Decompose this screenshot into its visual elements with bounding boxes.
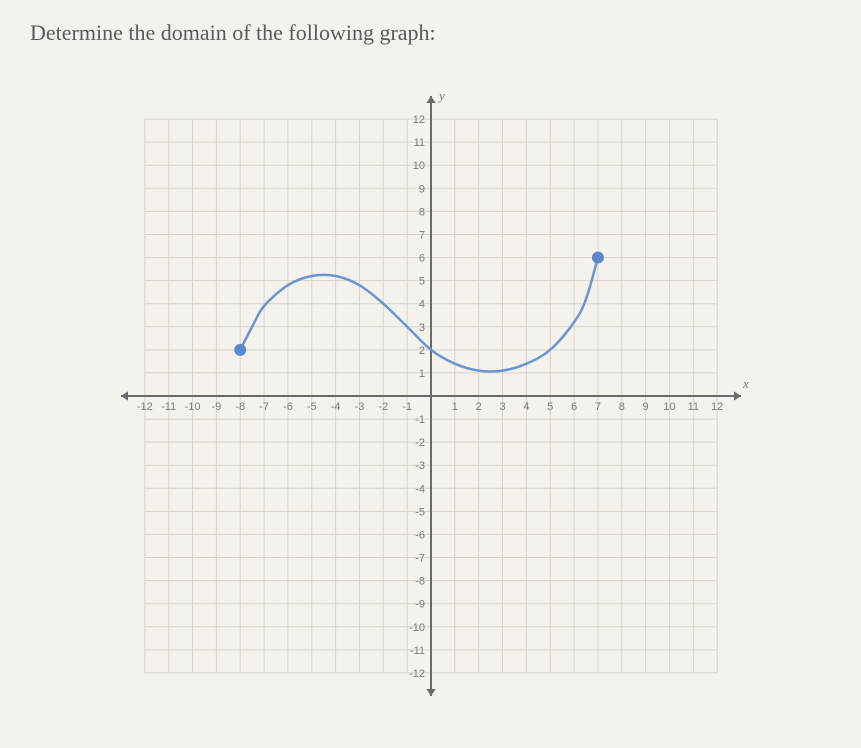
svg-text:1: 1 bbox=[451, 401, 457, 413]
svg-text:9: 9 bbox=[418, 183, 424, 195]
svg-text:6: 6 bbox=[418, 253, 424, 265]
svg-text:12: 12 bbox=[412, 114, 424, 126]
svg-text:12: 12 bbox=[711, 401, 723, 413]
chart-container: -12-11-10-9-8-7-6-5-4-3-2-11234567891011… bbox=[30, 76, 831, 716]
svg-text:-9: -9 bbox=[211, 401, 221, 413]
question-prompt: Determine the domain of the following gr… bbox=[30, 20, 831, 46]
svg-text:-6: -6 bbox=[415, 529, 425, 541]
svg-text:-4: -4 bbox=[330, 401, 340, 413]
svg-text:9: 9 bbox=[642, 401, 648, 413]
svg-text:10: 10 bbox=[663, 401, 675, 413]
svg-text:-3: -3 bbox=[415, 460, 425, 472]
svg-text:3: 3 bbox=[499, 401, 505, 413]
svg-text:-9: -9 bbox=[415, 599, 425, 611]
svg-text:10: 10 bbox=[412, 160, 424, 172]
svg-text:1: 1 bbox=[418, 368, 424, 380]
svg-text:4: 4 bbox=[523, 401, 529, 413]
svg-text:-12: -12 bbox=[409, 668, 425, 680]
svg-text:7: 7 bbox=[418, 229, 424, 241]
svg-text:7: 7 bbox=[594, 401, 600, 413]
svg-text:y: y bbox=[437, 88, 445, 103]
svg-text:-1: -1 bbox=[402, 401, 412, 413]
svg-text:-10: -10 bbox=[184, 401, 200, 413]
svg-text:-8: -8 bbox=[415, 576, 425, 588]
svg-text:-5: -5 bbox=[306, 401, 316, 413]
svg-text:-12: -12 bbox=[136, 401, 152, 413]
svg-text:8: 8 bbox=[418, 206, 424, 218]
svg-text:-7: -7 bbox=[415, 553, 425, 565]
svg-text:-11: -11 bbox=[409, 645, 424, 657]
svg-text:5: 5 bbox=[547, 401, 553, 413]
svg-text:-3: -3 bbox=[354, 401, 364, 413]
svg-text:5: 5 bbox=[418, 276, 424, 288]
svg-text:-5: -5 bbox=[415, 506, 425, 518]
svg-text:2: 2 bbox=[418, 345, 424, 357]
domain-graph: -12-11-10-9-8-7-6-5-4-3-2-11234567891011… bbox=[101, 76, 761, 716]
svg-text:8: 8 bbox=[618, 401, 624, 413]
svg-text:3: 3 bbox=[418, 322, 424, 334]
svg-text:-11: -11 bbox=[161, 401, 176, 413]
svg-text:-7: -7 bbox=[259, 401, 269, 413]
svg-text:11: 11 bbox=[687, 401, 698, 413]
svg-text:-2: -2 bbox=[415, 437, 425, 449]
svg-text:-6: -6 bbox=[283, 401, 293, 413]
svg-text:11: 11 bbox=[413, 137, 424, 149]
svg-text:-4: -4 bbox=[415, 483, 425, 495]
svg-text:6: 6 bbox=[571, 401, 577, 413]
svg-text:2: 2 bbox=[475, 401, 481, 413]
svg-text:4: 4 bbox=[418, 299, 424, 311]
svg-text:-10: -10 bbox=[409, 622, 425, 634]
svg-text:-1: -1 bbox=[415, 414, 425, 426]
svg-text:-8: -8 bbox=[235, 401, 245, 413]
svg-text:-2: -2 bbox=[378, 401, 388, 413]
svg-text:x: x bbox=[742, 376, 749, 391]
